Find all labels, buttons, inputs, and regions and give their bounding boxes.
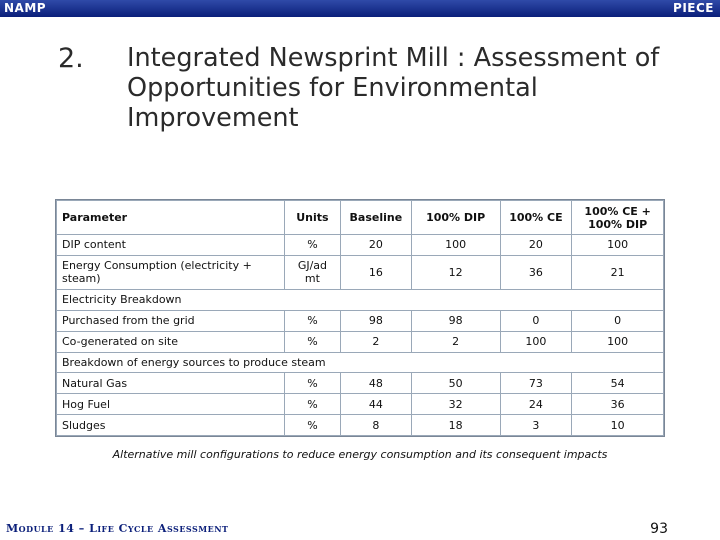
table-cell: Energy Consumption (electricity + steam) — [56, 254, 285, 290]
table-cell: 18 — [410, 414, 501, 436]
table-cell: 20 — [499, 234, 573, 256]
table-cell: 100 — [499, 330, 573, 353]
data-table-container: Parameter Units Baseline 100% DIP 100% C… — [55, 199, 665, 437]
table-cell: % — [283, 330, 341, 353]
table-cell: 100 — [571, 234, 664, 256]
table-header-cell: 100% CE — [499, 200, 573, 235]
table-cell: 21 — [571, 254, 664, 290]
table-cell: 44 — [339, 393, 412, 416]
table-row: DIP content % 20 100 20 100 — [56, 234, 664, 256]
data-table: Parameter Units Baseline 100% DIP 100% C… — [56, 200, 664, 436]
table-cell: % — [283, 414, 341, 436]
table-cell: 0 — [499, 309, 573, 332]
table-cell: 16 — [339, 254, 412, 290]
table-section-label: Breakdown of energy sources to produce s… — [56, 351, 664, 374]
table-cell: 10 — [571, 414, 664, 436]
table-header-cell: 100% DIP — [410, 200, 501, 235]
table-header-cell: Units — [283, 200, 341, 235]
table-cell: 100 — [571, 330, 664, 353]
table-cell: 2 — [410, 330, 501, 353]
header-bar: NAMP PIECE — [0, 0, 720, 17]
table-cell: 48 — [339, 372, 412, 395]
table-row: Energy Consumption (electricity + steam)… — [56, 254, 664, 290]
table-cell: 98 — [410, 309, 501, 332]
table-cell: 73 — [499, 372, 573, 395]
table-row: Sludges % 8 18 3 10 — [56, 414, 664, 436]
table-row: Co-generated on site % 2 2 100 100 — [56, 330, 664, 353]
table-cell: 98 — [339, 309, 412, 332]
page-number: 93 — [650, 521, 668, 537]
table-caption: Alternative mill configurations to reduc… — [112, 448, 608, 461]
table-cell: 36 — [499, 254, 573, 290]
table-section-row: Electricity Breakdown — [56, 288, 664, 311]
table-cell: 20 — [339, 234, 412, 256]
table-header-row: Parameter Units Baseline 100% DIP 100% C… — [56, 200, 664, 235]
table-cell: Natural Gas — [56, 372, 285, 395]
table-cell: % — [283, 234, 341, 256]
table-cell: Sludges — [56, 414, 285, 436]
table-cell: Purchased from the grid — [56, 309, 285, 332]
table-cell: DIP content — [56, 234, 285, 256]
table-cell: 12 — [410, 254, 501, 290]
header-right-label: PIECE — [673, 1, 714, 15]
table-cell: % — [283, 309, 341, 332]
table-header-cell: 100% CE + 100% DIP — [571, 200, 664, 235]
table-cell: % — [283, 372, 341, 395]
table-cell: 32 — [410, 393, 501, 416]
table-cell: 54 — [571, 372, 664, 395]
table-cell: Hog Fuel — [56, 393, 285, 416]
table-row: Natural Gas % 48 50 73 54 — [56, 372, 664, 395]
table-section-label: Electricity Breakdown — [56, 288, 664, 311]
table-cell: 8 — [339, 414, 412, 436]
table-header-cell: Baseline — [339, 200, 412, 235]
slide-title: Integrated Newsprint Mill : Assessment o… — [127, 43, 660, 133]
table-cell: 36 — [571, 393, 664, 416]
table-cell: 100 — [410, 234, 501, 256]
table-cell: 24 — [499, 393, 573, 416]
table-cell: % — [283, 393, 341, 416]
footer-module-label: Module 14 – Life Cycle Assessment — [6, 522, 229, 535]
table-cell: GJ/ad mt — [283, 254, 341, 290]
table-cell: Co-generated on site — [56, 330, 285, 353]
table-row: Purchased from the grid % 98 98 0 0 — [56, 309, 664, 332]
header-left-label: NAMP — [4, 1, 47, 15]
table-header-cell: Parameter — [56, 200, 285, 235]
table-row: Hog Fuel % 44 32 24 36 — [56, 393, 664, 416]
table-cell: 0 — [571, 309, 664, 332]
table-cell: 2 — [339, 330, 412, 353]
slide-section-number: 2. — [58, 43, 84, 74]
table-cell: 3 — [499, 414, 573, 436]
table-section-row: Breakdown of energy sources to produce s… — [56, 351, 664, 374]
table-cell: 50 — [410, 372, 501, 395]
